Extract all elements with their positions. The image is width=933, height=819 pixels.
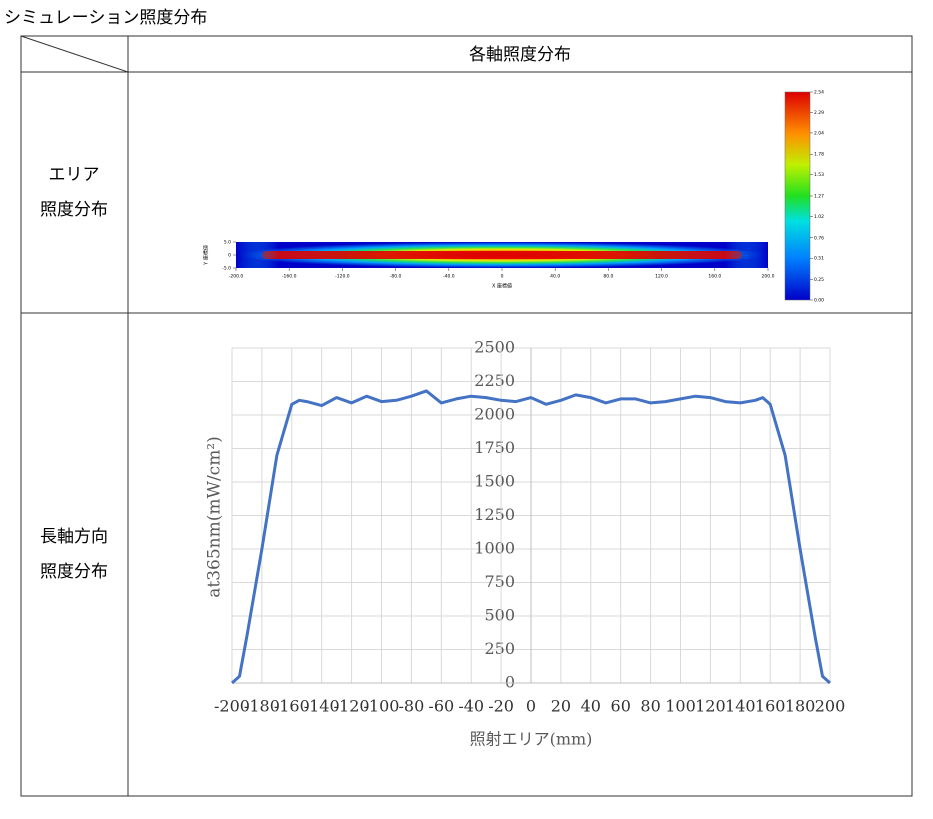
x-tick-label: 100 [665,697,696,716]
x-tick-label: 80 [640,697,660,716]
colorbar-tick-label: 1.27 [814,194,824,200]
x-tick-label: 40 [581,697,601,716]
colorbar-tick-label: 0.00 [814,298,824,304]
colorbar [784,91,811,301]
x-tick-label: 160 [755,697,786,716]
colorbar-tick-label: 1.53 [814,172,824,178]
doc-title: シミュレーション照度分布 [4,8,207,28]
y-tick-label: 250 [484,639,515,658]
colorbar-tick-label: 2.29 [814,110,824,116]
colorbar-tick-label: 0.25 [814,277,824,283]
row-label: 照度分布 [40,200,108,220]
x-tick-label: 120 [695,697,726,716]
x-tick-label: -40.0 [443,274,455,280]
colorbar-tick-label: 0.51 [814,256,824,262]
y-tick-label: 750 [484,572,515,591]
x-tick-label: -120.0 [335,274,350,280]
x-tick-label: 140 [725,697,756,716]
x-tick-label: -200.0 [229,274,244,280]
table-frame [20,35,913,797]
x-tick-label: 120.0 [655,274,668,280]
x-tick-label: -20 [488,697,514,716]
x-tick-label: 80.0 [603,274,613,280]
x-tick-label: -80 [399,697,425,716]
y-tick-label: 1000 [474,539,515,558]
colorbar-tick-label: 0.76 [814,235,824,241]
x-tick-label: 0 [501,274,504,280]
colorbar-tick-label: 1.02 [814,214,824,220]
row-label: エリア [49,165,100,185]
colorbar-tick-label: 2.54 [814,90,824,96]
y-tick-label: 2500 [474,338,515,357]
row-label: 照度分布 [40,562,108,582]
x-axis-title: X 座標値 [492,283,512,290]
table-header: 各軸照度分布 [469,45,571,65]
heatmap-edge [236,242,768,268]
y-tick-label: 1250 [474,505,515,524]
x-tick-label: -120 [334,697,370,716]
x-axis-title: 照射エリア(mm) [470,730,593,749]
y-tick-label: 1500 [474,472,515,491]
x-tick-label: 160.0 [708,274,721,280]
y-tick-label: 0 [505,673,515,692]
y-tick-label: -5.0 [222,266,231,272]
x-tick-label: -200 [214,697,250,716]
y-axis-title: at365nm(mW/cm²) [205,436,225,598]
y-tick-label: 2250 [474,371,515,390]
y-tick-label: 2000 [474,405,515,424]
x-tick-label: 40.0 [550,274,560,280]
x-tick-label: -40 [458,697,484,716]
x-tick-label: 60 [611,697,631,716]
x-tick-label: 200.0 [762,274,775,280]
y-tick-label: 500 [484,606,515,625]
x-tick-label: -180 [244,697,280,716]
colorbar-tick-label: 2.04 [814,130,824,136]
colorbar-tick-label: 1.78 [814,152,824,158]
x-tick-label: 200 [815,697,846,716]
x-tick-label: -140 [304,697,340,716]
x-tick-label: -100 [364,697,400,716]
y-axis-title: Y 座標値 [203,245,210,266]
x-tick-label: 0 [526,697,536,716]
x-tick-label: -160 [274,697,310,716]
row-label: 長軸方向 [40,527,108,547]
x-tick-label: 20 [551,697,571,716]
x-tick-label: 180 [785,697,816,716]
y-tick-label: 0 [228,253,231,259]
x-tick-label: -160.0 [282,274,297,280]
y-tick-label: 1750 [474,438,515,457]
x-tick-label: -80.0 [390,274,402,280]
x-tick-label: -60 [428,697,454,716]
data-line [231,389,831,685]
y-tick-label: 5.0 [224,240,231,246]
